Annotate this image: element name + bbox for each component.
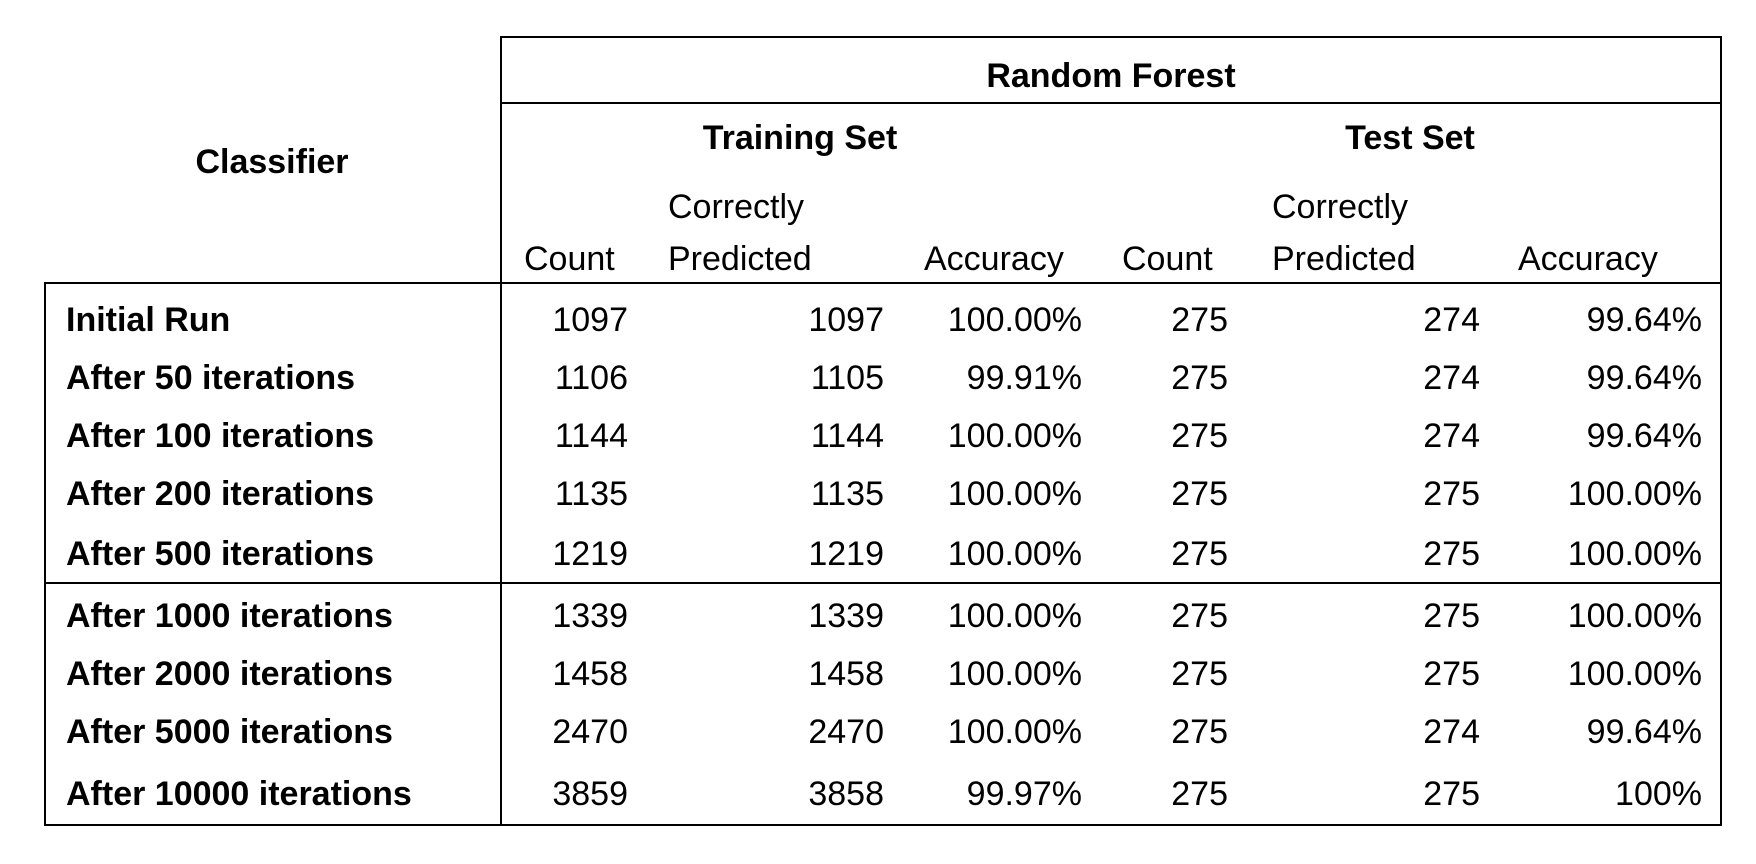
cell-test-accuracy: 100.00% — [1567, 597, 1702, 635]
table-row: After 10000 iterations 3859 3858 99.97% 275 2… — [0, 770, 1756, 822]
table-row: After 500 iterations 1219 1219 100.00% 275 27… — [0, 530, 1756, 582]
cell-test-count: 275 — [1171, 597, 1228, 635]
cell-test-accuracy: 99.64% — [1586, 417, 1702, 455]
cell-test-count: 275 — [1171, 655, 1228, 693]
cell-test-accuracy: 99.64% — [1586, 301, 1702, 339]
col-header-test-correct-2: Predicted — [1272, 240, 1416, 278]
cell-train-correct: 1135 — [810, 475, 884, 513]
cell-test-accuracy: 99.64% — [1586, 359, 1702, 397]
cell-test-count: 275 — [1171, 475, 1228, 513]
col-header-test-count: Count — [1122, 240, 1213, 278]
cell-train-accuracy: 100.00% — [947, 655, 1082, 693]
cell-test-correct: 274 — [1423, 417, 1480, 455]
row-label: After 2000 iterations — [66, 655, 393, 693]
row-label: After 5000 iterations — [66, 713, 393, 751]
cell-test-correct: 275 — [1423, 475, 1480, 513]
cell-train-correct: 1219 — [808, 535, 884, 573]
table-row: After 2000 iterations 1458 1458 100.00% 275 2… — [0, 650, 1756, 702]
cell-train-correct: 1097 — [808, 301, 884, 339]
table-row: After 5000 iterations 2470 2470 100.00% 275 2… — [0, 708, 1756, 760]
cell-test-count: 275 — [1171, 359, 1228, 397]
cell-train-correct: 3858 — [808, 775, 884, 813]
data-box-lower — [44, 582, 1722, 826]
cell-train-count: 1144 — [554, 417, 628, 455]
cell-test-accuracy: 100% — [1615, 775, 1702, 813]
cell-test-correct: 274 — [1423, 713, 1480, 751]
col-header-train-accuracy: Accuracy — [924, 240, 1064, 278]
cell-test-correct: 275 — [1423, 597, 1480, 635]
column-divider — [500, 282, 502, 826]
cell-train-count: 1219 — [552, 535, 628, 573]
col-header-train-correct-1: Correctly — [668, 188, 805, 226]
cell-test-accuracy: 99.64% — [1586, 713, 1702, 751]
cell-train-accuracy: 100.00% — [947, 475, 1082, 513]
cell-train-accuracy: 100.00% — [947, 535, 1082, 573]
cell-test-correct: 274 — [1423, 301, 1480, 339]
header-divider — [500, 102, 1722, 104]
cell-test-accuracy: 100.00% — [1567, 655, 1702, 693]
classifier-header: Classifier — [195, 143, 349, 181]
table-row: After 100 iterations 1144 1144 100.00% 275 27… — [0, 412, 1756, 464]
row-label: After 1000 iterations — [66, 597, 393, 635]
group-header-test: Test Set — [1345, 119, 1475, 157]
cell-test-count: 275 — [1171, 417, 1228, 455]
row-label: After 500 iterations — [66, 535, 374, 573]
row-label: After 100 iterations — [66, 417, 374, 455]
cell-train-accuracy: 100.00% — [947, 713, 1082, 751]
cell-train-correct: 2470 — [808, 713, 884, 751]
table-row: After 1000 iterations 1339 1339 100.00% 275 2… — [0, 592, 1756, 644]
cell-train-accuracy: 100.00% — [947, 597, 1082, 635]
cell-train-count: 1339 — [552, 597, 628, 635]
table-row: Initial Run 1097 1097 100.00% 275 274 99.64% — [0, 296, 1756, 348]
col-header-train-correct-2: Predicted — [668, 240, 812, 278]
cell-test-count: 275 — [1171, 301, 1228, 339]
cell-test-count: 275 — [1171, 775, 1228, 813]
cell-train-correct: 1339 — [808, 597, 884, 635]
row-label: After 50 iterations — [66, 359, 356, 397]
cell-train-count: 1135 — [554, 475, 628, 513]
cell-test-correct: 275 — [1423, 535, 1480, 573]
cell-train-count: 2470 — [552, 713, 628, 751]
cell-train-count: 1458 — [552, 655, 628, 693]
cell-train-count: 1106 — [554, 359, 628, 397]
cell-test-accuracy: 100.00% — [1567, 475, 1702, 513]
cell-test-count: 275 — [1171, 713, 1228, 751]
cell-train-accuracy: 100.00% — [947, 417, 1082, 455]
cell-test-accuracy: 100.00% — [1567, 535, 1702, 573]
cell-test-correct: 274 — [1423, 359, 1480, 397]
cell-train-correct: 1144 — [810, 417, 884, 455]
col-header-test-correct-1: Correctly — [1272, 188, 1409, 226]
cell-train-correct: 1458 — [808, 655, 884, 693]
group-header-training: Training Set — [702, 119, 898, 157]
cell-train-accuracy: 100.00% — [947, 301, 1082, 339]
model-header: Random Forest — [986, 57, 1236, 95]
row-label: After 200 iterations — [66, 475, 374, 513]
cell-test-correct: 275 — [1423, 775, 1480, 813]
row-label: After 10000 iterations — [66, 775, 412, 813]
table-row: After 50 iterations 1106 1105 99.91% 275 274 9… — [0, 354, 1756, 406]
cell-train-correct: 1105 — [810, 359, 884, 397]
row-label: Initial Run — [66, 301, 231, 339]
table-row: After 200 iterations 1135 1135 100.00% 275 27… — [0, 470, 1756, 522]
cell-test-count: 275 — [1171, 535, 1228, 573]
cell-train-accuracy: 99.91% — [966, 359, 1082, 397]
cell-train-accuracy: 99.97% — [966, 775, 1082, 813]
cell-train-count: 1097 — [552, 301, 628, 339]
cell-train-count: 3859 — [552, 775, 628, 813]
col-header-train-count: Count — [524, 240, 615, 278]
cell-test-correct: 275 — [1423, 655, 1480, 693]
col-header-test-accuracy: Accuracy — [1518, 240, 1658, 278]
